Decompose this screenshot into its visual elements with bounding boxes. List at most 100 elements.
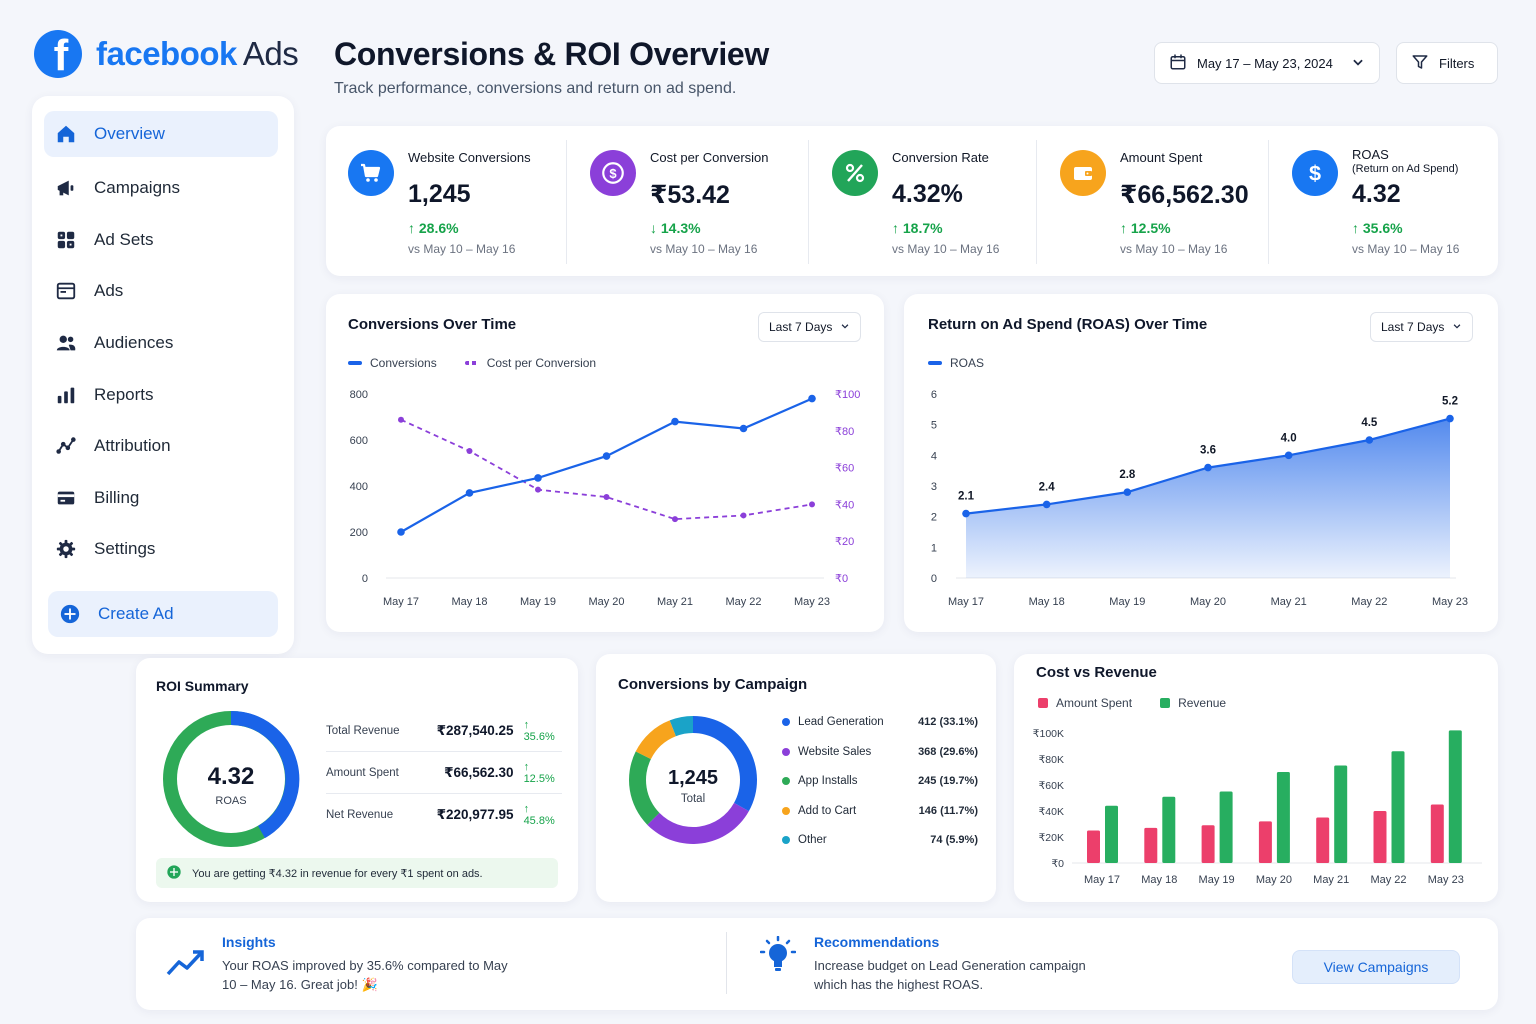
amount-spent-bar bbox=[1087, 830, 1100, 863]
sidebar-item-label: Reports bbox=[94, 385, 154, 404]
sidebar-item-billing[interactable]: Billing bbox=[44, 475, 278, 521]
roas-data-label: 2.1 bbox=[958, 491, 975, 503]
kpi-value: 4.32% bbox=[892, 180, 963, 208]
cost-vs-revenue-card: Cost vs Revenue Amount Spent Revenue ₹0 ₹… bbox=[1014, 654, 1498, 902]
campaign-legend-row[interactable]: Other 74 (5.9%) bbox=[782, 834, 978, 846]
conversions-point bbox=[397, 528, 405, 536]
kpi-label-main: ROAS bbox=[1352, 147, 1389, 162]
kpi-compare: vs May 10 – May 16 bbox=[892, 242, 1000, 256]
x-tick-label: May 19 bbox=[1109, 596, 1145, 608]
legend-label: Amount Spent bbox=[1056, 696, 1133, 710]
y-tick-label: 2 bbox=[931, 512, 937, 524]
roas-data-label: 5.2 bbox=[1442, 396, 1458, 408]
y-tick-label: ₹40K bbox=[1039, 806, 1064, 818]
y2-tick-label: ₹100 bbox=[835, 389, 860, 401]
legend-label: ROAS bbox=[950, 356, 985, 370]
y-tick-label: 6 bbox=[931, 389, 937, 401]
sidebar-item-overview[interactable]: Overview bbox=[44, 111, 278, 157]
roas-over-time-card: Return on Ad Spend (ROAS) Over Time Last… bbox=[904, 294, 1498, 632]
brand-logo[interactable]: f facebook Ads bbox=[34, 30, 299, 78]
kpi-website-conversions[interactable]: Website Conversions 1,245 ↑ 28.6% vs May… bbox=[326, 126, 566, 276]
roi-note-text: You are getting ₹4.32 in revenue for eve… bbox=[192, 867, 483, 880]
sidebar-item-label: Overview bbox=[94, 124, 165, 143]
roi-row-label: Amount Spent bbox=[326, 766, 399, 779]
chart-legend: Conversions Cost per Conversion bbox=[348, 356, 596, 370]
x-tick-label: May 20 bbox=[588, 596, 624, 608]
x-tick-label: May 23 bbox=[1428, 874, 1464, 886]
sidebar-item-settings[interactable]: Settings bbox=[44, 526, 278, 572]
lightbulb-icon bbox=[759, 935, 797, 981]
sidebar-item-ads[interactable]: Ads bbox=[44, 268, 278, 314]
conversions-point bbox=[534, 474, 542, 482]
roas-data-label: 2.4 bbox=[1039, 481, 1056, 493]
x-tick-label: May 21 bbox=[1313, 874, 1349, 886]
kpi-delta: ↑ 35.6% bbox=[1352, 220, 1403, 236]
view-campaigns-button[interactable]: View Campaigns bbox=[1292, 950, 1460, 984]
roas-area bbox=[966, 418, 1450, 578]
campaign-legend-row[interactable]: App Installs 245 (19.7%) bbox=[782, 775, 978, 787]
trending-up-icon bbox=[166, 948, 206, 983]
y2-tick-label: ₹40 bbox=[835, 499, 854, 511]
wallet-icon bbox=[1060, 150, 1106, 196]
roas-point bbox=[1204, 463, 1212, 472]
sidebar-item-attribution[interactable]: Attribution bbox=[44, 423, 278, 469]
divider bbox=[566, 140, 567, 264]
chevron-down-icon bbox=[1452, 320, 1462, 334]
chevron-down-icon bbox=[1351, 55, 1365, 72]
y-tick-label: 4 bbox=[931, 450, 937, 462]
range-label: Last 7 Days bbox=[1381, 320, 1445, 334]
kpi-cost-per-conversion[interactable]: $ Cost per Conversion ₹53.42 ↓ 14.3% vs … bbox=[568, 126, 808, 276]
roi-row-value: ₹220,977.95 bbox=[436, 807, 514, 822]
roas-data-label: 3.6 bbox=[1200, 445, 1216, 457]
y-tick-label: ₹80K bbox=[1039, 754, 1064, 766]
kpi-amount-spent[interactable]: Amount Spent ₹66,562.30 ↑ 12.5% vs May 1… bbox=[1038, 126, 1268, 276]
conversions-line-chart: 0 200 400 600 800 ₹0 ₹20 ₹40 ₹60 ₹80 ₹100 May 17 May… bbox=[350, 389, 861, 608]
donut-slice bbox=[629, 751, 660, 825]
sidebar-item-reports[interactable]: Reports bbox=[44, 372, 278, 418]
sidebar-item-ad-sets[interactable]: Ad Sets bbox=[44, 217, 278, 263]
conversions-point bbox=[671, 417, 679, 426]
legend-label: Conversions bbox=[370, 356, 437, 370]
legend-item: ROAS bbox=[928, 356, 984, 370]
kpi-roas[interactable]: $ ROAS (Return on Ad Spend) 4.32 ↑ 35.6% … bbox=[1270, 126, 1498, 276]
donut-total: 1,245 bbox=[668, 767, 718, 789]
kpi-value: ₹53.42 bbox=[650, 181, 730, 209]
roi-summary-title: ROI Summary bbox=[156, 678, 249, 694]
range-dropdown[interactable]: Last 7 Days bbox=[758, 312, 862, 342]
campaign-legend-row[interactable]: Lead Generation 412 (33.1%) bbox=[782, 716, 978, 728]
campaign-legend-row[interactable]: Add to Cart 146 (11.7%) bbox=[782, 805, 978, 817]
revenue-bar bbox=[1448, 730, 1462, 863]
percent-icon bbox=[832, 150, 878, 196]
facebook-logo-icon: f bbox=[34, 30, 82, 78]
home-icon bbox=[54, 122, 78, 146]
campaign-legend-row[interactable]: Website Sales 368 (29.6%) bbox=[782, 746, 978, 758]
kpi-conversion-rate[interactable]: Conversion Rate 4.32% ↑ 18.7% vs May 10 … bbox=[810, 126, 1036, 276]
legend-swatch bbox=[1160, 698, 1171, 708]
roi-row-label: Total Revenue bbox=[326, 724, 400, 737]
sidebar-item-campaigns[interactable]: Campaigns bbox=[44, 165, 278, 211]
donut-slice bbox=[647, 802, 749, 844]
legend-swatch bbox=[464, 361, 479, 365]
roas-point bbox=[1284, 451, 1293, 460]
create-ad-button[interactable]: Create Ad bbox=[48, 591, 278, 637]
revenue-bar bbox=[1162, 796, 1176, 863]
y2-tick-label: ₹60 bbox=[835, 463, 854, 475]
legend-item: Cost per Conversion bbox=[464, 356, 596, 370]
cost-per-conversion-point bbox=[535, 486, 541, 493]
megaphone-icon bbox=[54, 176, 78, 200]
roas-data-label: 2.8 bbox=[1119, 469, 1136, 481]
chart-title: Cost vs Revenue bbox=[1036, 664, 1157, 681]
x-tick-label: May 17 bbox=[383, 596, 419, 608]
conversions-over-time-card: Conversions Over Time Last 7 Days Conver… bbox=[326, 294, 884, 632]
campaign-dot bbox=[782, 718, 790, 726]
range-dropdown[interactable]: Last 7 Days bbox=[1370, 312, 1474, 342]
filters-button[interactable]: Filters bbox=[1396, 42, 1498, 84]
campaign-label: Website Sales bbox=[798, 745, 872, 758]
create-ad-label: Create Ad bbox=[98, 604, 174, 623]
roi-row-value: ₹287,540.25 bbox=[436, 722, 514, 738]
sidebar-item-audiences[interactable]: Audiences bbox=[44, 320, 278, 366]
date-range-picker[interactable]: May 17 – May 23, 2024 bbox=[1154, 42, 1380, 84]
credit-card-icon bbox=[54, 486, 78, 510]
sidebar-item-label: Ads bbox=[94, 281, 124, 300]
sidebar-item-label: Campaigns bbox=[94, 178, 180, 197]
